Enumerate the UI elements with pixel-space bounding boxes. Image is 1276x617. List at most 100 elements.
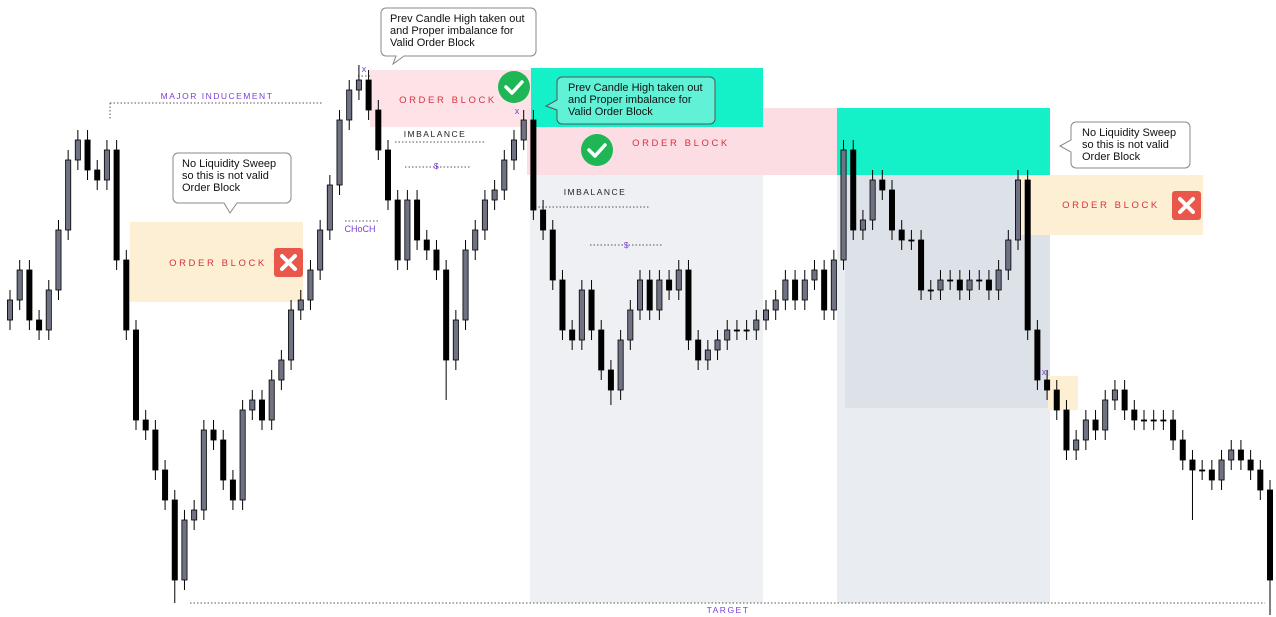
candle-body bbox=[627, 309, 634, 341]
candle-body bbox=[918, 239, 925, 291]
candle-body bbox=[404, 199, 411, 261]
candle-body bbox=[346, 89, 353, 121]
level-label: CHoCH bbox=[344, 224, 375, 234]
candle-body bbox=[937, 279, 944, 291]
candle-body bbox=[220, 439, 227, 481]
candle-body bbox=[985, 279, 992, 291]
candle-body bbox=[1208, 469, 1215, 481]
candle-body bbox=[675, 269, 682, 291]
candle-body bbox=[1082, 419, 1089, 441]
callout-line: and Proper imbalance for bbox=[568, 94, 692, 106]
candle-body bbox=[317, 229, 324, 271]
candle-body bbox=[695, 339, 702, 361]
candle-body bbox=[472, 229, 479, 251]
candle-body bbox=[869, 179, 876, 221]
candle-body bbox=[976, 279, 983, 282]
candle-body bbox=[908, 239, 915, 242]
candle-body bbox=[452, 319, 459, 361]
candle-body bbox=[947, 279, 954, 282]
candle-body bbox=[1257, 469, 1264, 491]
candle-body bbox=[152, 429, 159, 471]
candle-body bbox=[559, 279, 566, 331]
callout: No Liquidity Sweep so this is not valid Or… bbox=[172, 152, 292, 214]
candle-body bbox=[1044, 379, 1051, 391]
candle-body bbox=[1237, 449, 1244, 461]
candle-body bbox=[1141, 419, 1148, 422]
candle-body bbox=[1170, 419, 1177, 441]
candle-body bbox=[840, 149, 847, 261]
candle-body bbox=[1024, 179, 1031, 331]
callout-line: Valid Order Block bbox=[568, 106, 653, 118]
candle-body bbox=[491, 189, 498, 201]
candle-body bbox=[685, 269, 692, 341]
candle-body bbox=[830, 259, 837, 311]
candle-body bbox=[588, 289, 595, 331]
candle-body bbox=[200, 429, 207, 511]
candle-body bbox=[598, 329, 605, 371]
candle-body bbox=[811, 269, 818, 281]
candle-body bbox=[714, 339, 721, 351]
candle-body bbox=[74, 139, 81, 161]
candle-body bbox=[55, 229, 62, 291]
callout-line: so this is not valid bbox=[1082, 139, 1169, 151]
candle-body bbox=[646, 279, 653, 311]
candle-body bbox=[1092, 419, 1099, 431]
candle-body bbox=[249, 399, 256, 411]
candle-body bbox=[578, 289, 585, 341]
level-label: MAJOR INDUCEMENT bbox=[161, 91, 274, 101]
zone-label: ORDER BLOCK bbox=[1062, 200, 1160, 211]
candle-body bbox=[1189, 459, 1196, 471]
candle-body bbox=[481, 199, 488, 231]
zone-label: ORDER BLOCK bbox=[169, 258, 267, 269]
candle-body bbox=[258, 399, 265, 421]
candle-body bbox=[520, 119, 527, 141]
candle-body bbox=[94, 169, 101, 181]
candle-body bbox=[569, 329, 576, 341]
candle-body bbox=[1034, 329, 1041, 381]
candle-body bbox=[995, 269, 1002, 291]
candle-body bbox=[792, 279, 799, 301]
check-icon bbox=[581, 134, 613, 166]
candle-body bbox=[549, 229, 556, 281]
candle-body bbox=[433, 249, 440, 271]
candle-body bbox=[423, 239, 430, 251]
candle-body bbox=[1063, 409, 1070, 451]
candle-body bbox=[36, 319, 43, 331]
callout-line: Order Block bbox=[1082, 151, 1141, 163]
candle-body bbox=[443, 269, 450, 361]
candle-body bbox=[1111, 389, 1118, 401]
candle-body bbox=[1218, 459, 1225, 481]
candles bbox=[7, 65, 1274, 615]
candle-body bbox=[210, 429, 217, 441]
candle-body bbox=[898, 229, 905, 241]
level-label: $ bbox=[434, 161, 440, 171]
candle-body bbox=[16, 269, 23, 301]
candle-body bbox=[1160, 419, 1167, 422]
candle-body bbox=[288, 309, 295, 361]
candle-body bbox=[666, 279, 673, 291]
candle-body bbox=[859, 219, 866, 231]
candle-body bbox=[617, 339, 624, 391]
candle-body bbox=[956, 279, 963, 291]
candle-body bbox=[743, 329, 750, 332]
candle-body bbox=[278, 359, 285, 381]
candle-body bbox=[336, 119, 343, 186]
candle-body bbox=[1102, 399, 1109, 431]
callout-line: so this is not valid bbox=[182, 170, 269, 182]
callout-line: and Proper imbalance for bbox=[390, 25, 514, 37]
callout-line: No Liquidity Sweep bbox=[1082, 127, 1176, 139]
annotations: MAJOR INDUCEMENT IMBALANCE IMBALANCE $ $… bbox=[161, 7, 1201, 615]
candle-body bbox=[1073, 439, 1080, 451]
candle-body bbox=[927, 289, 934, 292]
candle-body bbox=[1015, 179, 1022, 241]
candle-body bbox=[1053, 389, 1060, 411]
candle-body bbox=[772, 299, 779, 311]
candle-body bbox=[530, 119, 537, 211]
check-icon bbox=[498, 71, 530, 103]
candle-body bbox=[7, 299, 13, 321]
candle-body bbox=[782, 279, 789, 301]
